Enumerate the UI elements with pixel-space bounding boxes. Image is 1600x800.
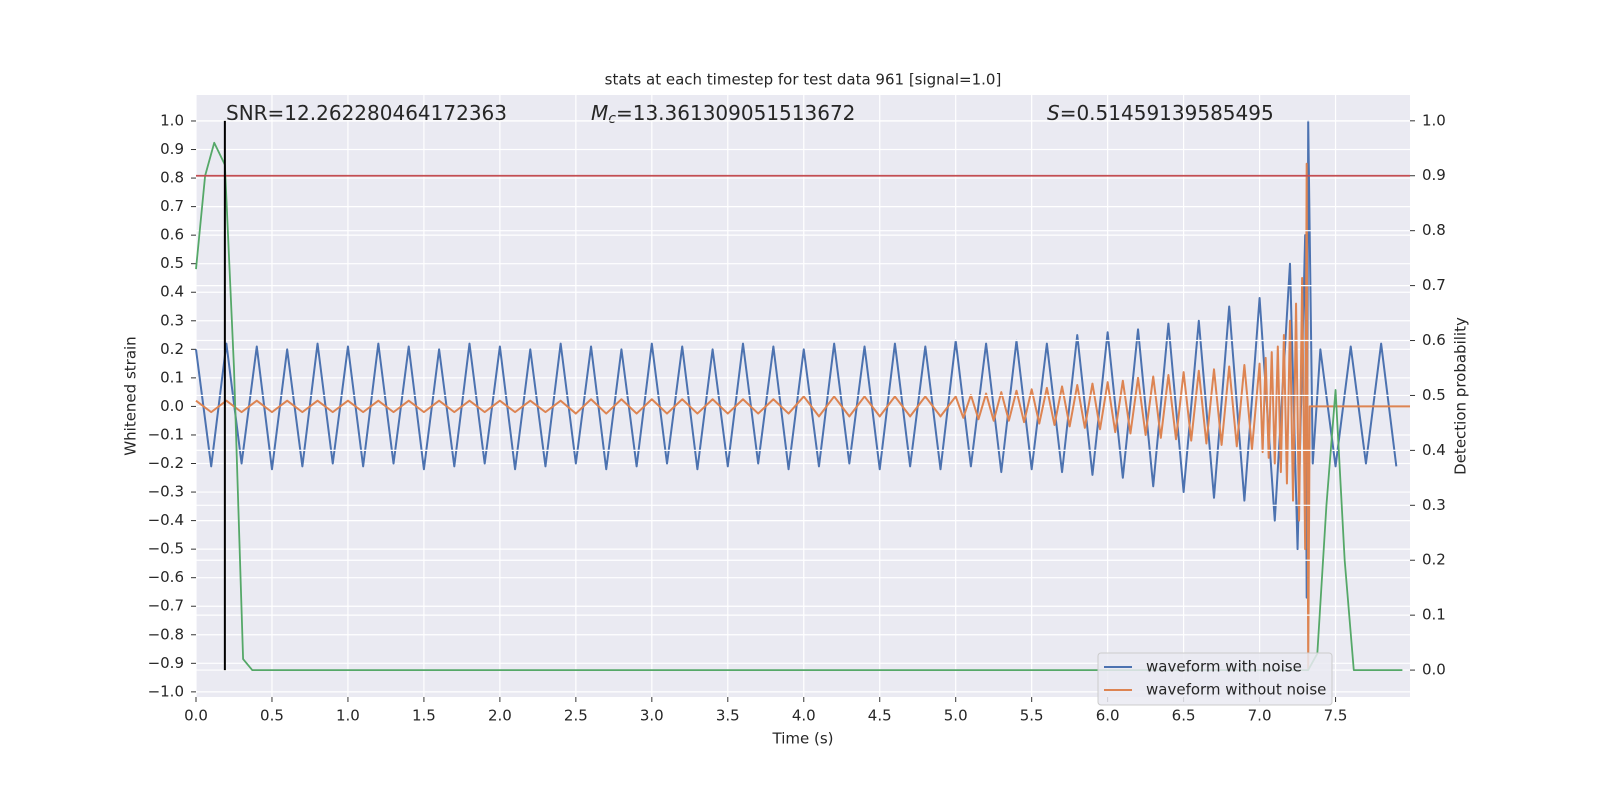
y-tick-label: −0.1 [148, 425, 184, 443]
y-tick-label: 0.5 [160, 254, 184, 272]
chart-title: stats at each timestep for test data 961… [605, 71, 1002, 89]
y-tick-label: 0.7 [160, 197, 184, 215]
y-tick-label: −0.9 [148, 654, 184, 672]
y-tick-label: −0.3 [148, 483, 184, 501]
annotation-subscript: c [608, 111, 616, 127]
y2-tick-label: 0.5 [1422, 386, 1446, 404]
x-tick-label: 2.0 [488, 707, 512, 725]
x-tick-label: 5.0 [944, 707, 968, 725]
x-tick-label: 5.5 [1020, 707, 1044, 725]
y2-tick-label: 0.1 [1422, 606, 1446, 624]
y-tick-label: 0.0 [160, 397, 184, 415]
x-tick-label: 0.0 [184, 707, 208, 725]
y-tick-label: 0.1 [160, 368, 184, 386]
y2-axis-label: Detection probability [1452, 317, 1470, 475]
x-tick-label: 1.5 [412, 707, 436, 725]
y2-tick-label: 0.0 [1422, 661, 1446, 679]
y-tick-label: 0.3 [160, 311, 184, 329]
y-tick-label: −0.8 [148, 625, 184, 643]
y2-tick-label: 0.8 [1422, 221, 1446, 239]
x-tick-label: 6.0 [1096, 707, 1120, 725]
y2-tick-label: 0.9 [1422, 166, 1446, 184]
y-tick-label: −0.6 [148, 568, 184, 586]
x-axis-label: Time (s) [772, 730, 834, 748]
x-tick-label: 0.5 [260, 707, 284, 725]
x-tick-label: 2.5 [564, 707, 588, 725]
y2-tick-label: 0.4 [1422, 441, 1446, 459]
y-tick-label: 0.9 [160, 140, 184, 158]
y-tick-label: −0.2 [148, 454, 184, 472]
series-line [195, 162, 1410, 671]
series-line [195, 141, 1403, 671]
x-tick-label: 3.0 [640, 707, 664, 725]
y-axis-label: Whitened strain [122, 336, 140, 455]
y2-tick-label: 0.3 [1422, 496, 1446, 514]
y-tick-label: 0.4 [160, 283, 184, 301]
legend-label: waveform with noise [1146, 658, 1302, 676]
y-tick-label: 1.0 [160, 111, 184, 129]
y-tick-label: −1.0 [148, 682, 184, 700]
y2-tick-label: 1.0 [1422, 111, 1446, 129]
x-tick-label: 7.5 [1324, 707, 1348, 725]
x-tick-label: 4.0 [792, 707, 816, 725]
annotation: Mc=13.361309051513672 [591, 101, 855, 128]
legend-label: waveform without noise [1146, 681, 1326, 699]
legend-box [1097, 652, 1333, 706]
y-tick-label: 0.8 [160, 169, 184, 187]
legend: waveform with noise waveform without nois… [1097, 652, 1333, 706]
x-tick-label: 1.0 [336, 707, 360, 725]
y-tick-label: 0.2 [160, 340, 184, 358]
y-tick-label: 0.6 [160, 226, 184, 244]
y-tick-label: −0.5 [148, 540, 184, 558]
x-tick-label: 3.5 [716, 707, 740, 725]
annotation-symbol: S [1047, 101, 1060, 125]
y2-tick-label: 0.6 [1422, 331, 1446, 349]
x-tick-label: 4.5 [868, 707, 892, 725]
y-tick-label: −0.4 [148, 511, 184, 529]
y-tick-label: −0.7 [148, 597, 184, 615]
y2-tick-label: 0.7 [1422, 276, 1446, 294]
x-tick-label: 7.0 [1248, 707, 1272, 725]
annotation-symbol: M [591, 101, 608, 125]
y2-tick-label: 0.2 [1422, 551, 1446, 569]
x-tick-label: 6.5 [1172, 707, 1196, 725]
